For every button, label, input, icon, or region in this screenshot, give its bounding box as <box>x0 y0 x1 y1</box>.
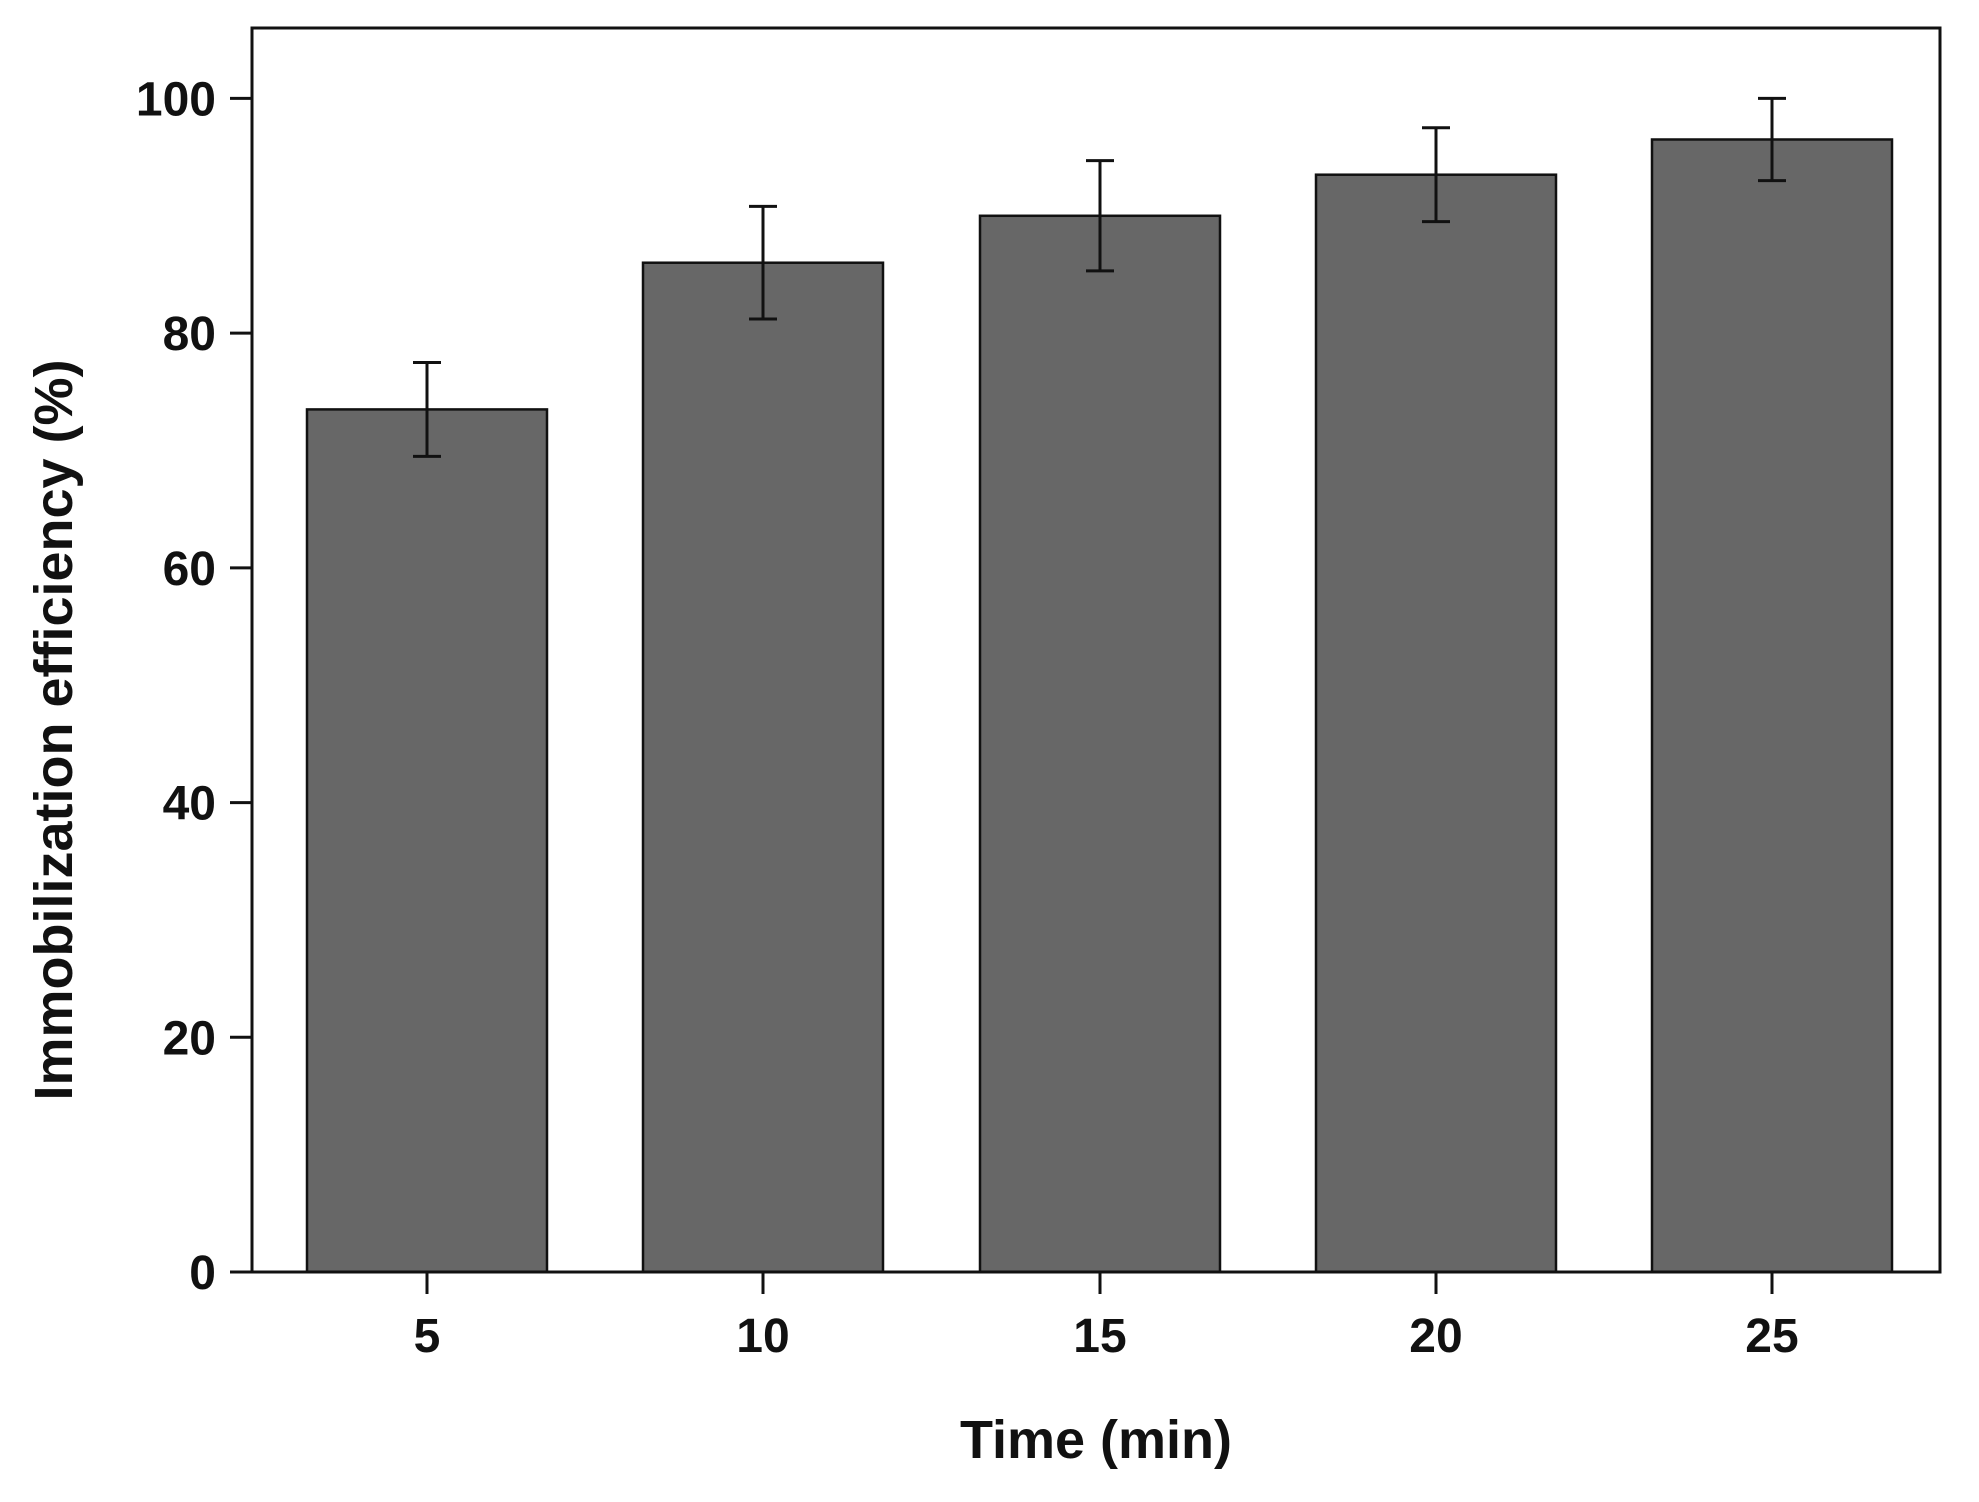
bars-layer <box>305 138 1894 1274</box>
y-tick-label: 60 <box>163 543 216 596</box>
error-bar-15 <box>1086 159 1114 273</box>
error-bar-5 <box>413 360 441 458</box>
y-tick-label: 0 <box>189 1247 216 1300</box>
y-tick-label: 20 <box>163 1012 216 1065</box>
bar-10 <box>641 261 885 1274</box>
y-tick-label: 100 <box>136 73 216 126</box>
x-tick-label: 20 <box>1409 1310 1462 1363</box>
bar-15 <box>978 214 1222 1274</box>
y-axis-title: Immobilization efficiency (%) <box>24 359 84 1100</box>
x-tick-label: 25 <box>1745 1310 1798 1363</box>
error-bar-20 <box>1422 126 1450 224</box>
y-tick-label: 80 <box>163 308 216 361</box>
error-bars-layer <box>413 96 1786 458</box>
x-axis-title: Time (min) <box>960 1410 1232 1470</box>
x-tick-label: 10 <box>736 1310 789 1363</box>
x-axis: 5 10 15 20 25 <box>414 1272 1799 1363</box>
bar-20 <box>1314 173 1558 1274</box>
error-bar-10 <box>749 204 777 321</box>
y-axis: 0 20 40 60 80 100 <box>136 73 252 1300</box>
y-tick-label: 40 <box>163 778 216 831</box>
error-bar-25 <box>1758 96 1786 183</box>
x-tick-label: 15 <box>1073 1310 1126 1363</box>
bar-5 <box>305 408 549 1274</box>
bar-25 <box>1650 138 1894 1274</box>
plot-frame <box>250 26 1942 1274</box>
x-tick-label: 5 <box>414 1310 441 1363</box>
